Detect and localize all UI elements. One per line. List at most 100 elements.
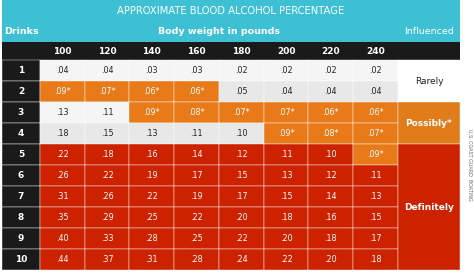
Bar [353, 81, 398, 102]
Text: 200: 200 [277, 47, 295, 56]
Bar [85, 144, 129, 165]
Bar [129, 81, 174, 102]
Text: .13: .13 [369, 192, 382, 201]
Text: .08*: .08* [188, 108, 205, 117]
Bar [219, 165, 264, 186]
Text: 240: 240 [366, 47, 385, 56]
Text: .18: .18 [369, 255, 382, 264]
Text: .18: .18 [101, 150, 113, 159]
Text: .16: .16 [146, 150, 158, 159]
Text: .37: .37 [101, 255, 113, 264]
Bar [85, 186, 129, 207]
Bar [174, 123, 219, 144]
Bar [85, 228, 129, 249]
Text: 140: 140 [143, 47, 161, 56]
Bar [129, 186, 174, 207]
Text: .17: .17 [191, 171, 203, 180]
Text: .08*: .08* [323, 129, 339, 138]
Text: .07*: .07* [367, 129, 384, 138]
Bar [219, 207, 264, 228]
Text: .22: .22 [56, 150, 69, 159]
Bar [85, 102, 129, 123]
Text: .11: .11 [369, 171, 382, 180]
Text: .29: .29 [101, 213, 113, 222]
Bar [174, 102, 219, 123]
Bar [219, 60, 264, 81]
Bar [129, 228, 174, 249]
Bar [309, 165, 353, 186]
Bar [353, 228, 398, 249]
Text: Rarely: Rarely [415, 76, 443, 85]
Bar [264, 186, 309, 207]
Bar [309, 123, 353, 144]
Bar [40, 60, 85, 81]
Text: .26: .26 [56, 171, 69, 180]
Text: .06*: .06* [144, 87, 160, 96]
Text: .10: .10 [235, 129, 247, 138]
Bar [129, 42, 174, 60]
Text: 4: 4 [18, 129, 24, 138]
Text: 6: 6 [18, 171, 24, 180]
Text: .02: .02 [325, 66, 337, 75]
Text: .06*: .06* [188, 87, 205, 96]
Bar [264, 207, 309, 228]
Text: .09*: .09* [367, 150, 384, 159]
Text: .11: .11 [101, 108, 113, 117]
Bar [353, 60, 398, 81]
Text: .11: .11 [280, 150, 292, 159]
Bar [309, 102, 353, 123]
Bar [2, 144, 40, 165]
Text: 5: 5 [18, 150, 24, 159]
Bar [40, 165, 85, 186]
Text: .20: .20 [280, 234, 292, 243]
Text: .04: .04 [325, 87, 337, 96]
Bar [264, 165, 309, 186]
Bar [2, 60, 40, 81]
Bar [219, 42, 264, 60]
Bar [219, 81, 264, 102]
Bar [264, 249, 309, 270]
Bar [264, 228, 309, 249]
Text: .07*: .07* [233, 108, 250, 117]
Bar [398, 144, 460, 270]
Text: .04: .04 [101, 66, 113, 75]
Bar [353, 144, 398, 165]
Text: Drinks: Drinks [4, 27, 38, 36]
Text: .22: .22 [190, 213, 203, 222]
Text: .13: .13 [56, 108, 69, 117]
Text: 120: 120 [98, 47, 117, 56]
Text: .28: .28 [146, 234, 158, 243]
Bar [264, 60, 309, 81]
Bar [353, 102, 398, 123]
Text: 1: 1 [18, 66, 24, 75]
Bar [174, 60, 219, 81]
Text: 7: 7 [18, 192, 24, 201]
Text: .19: .19 [146, 171, 158, 180]
Bar [309, 42, 353, 60]
Text: .09*: .09* [144, 108, 160, 117]
Bar [174, 186, 219, 207]
Text: .10: .10 [325, 150, 337, 159]
Text: .18: .18 [325, 234, 337, 243]
Text: .02: .02 [235, 66, 248, 75]
Bar [40, 249, 85, 270]
Bar [40, 81, 85, 102]
Bar [129, 102, 174, 123]
Text: .18: .18 [280, 213, 292, 222]
Text: 3: 3 [18, 108, 24, 117]
Bar [2, 0, 460, 22]
Text: .03: .03 [146, 66, 158, 75]
Text: .12: .12 [235, 150, 248, 159]
Bar [353, 207, 398, 228]
Bar [219, 186, 264, 207]
Bar [2, 165, 40, 186]
Bar [398, 102, 460, 144]
Text: .09*: .09* [278, 129, 294, 138]
Text: 220: 220 [321, 47, 340, 56]
Text: Definitely: Definitely [404, 202, 454, 212]
Bar [129, 249, 174, 270]
Bar [264, 144, 309, 165]
Bar [353, 249, 398, 270]
Bar [264, 123, 309, 144]
Text: .17: .17 [235, 192, 248, 201]
